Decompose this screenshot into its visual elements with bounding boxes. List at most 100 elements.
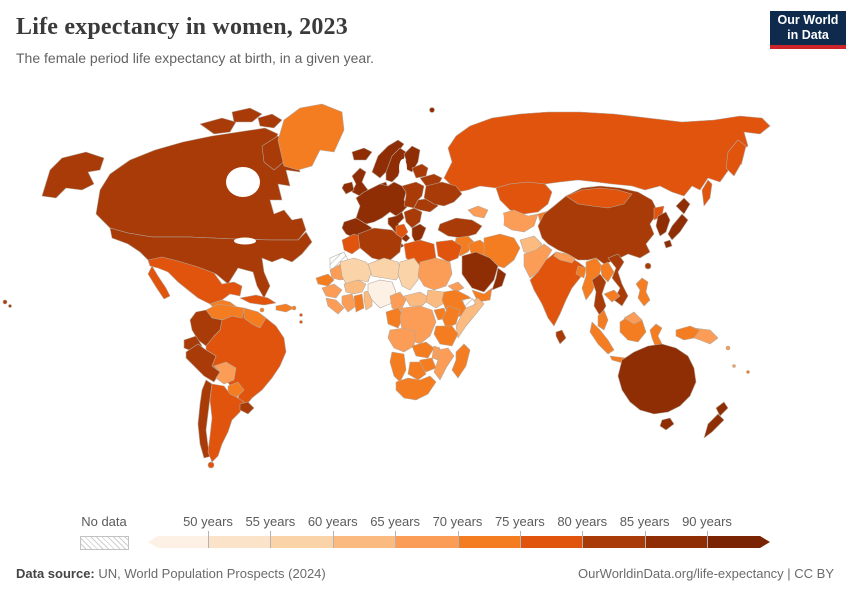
region-south-sudan[interactable] — [425, 289, 447, 309]
region-somalia[interactable] — [455, 297, 485, 339]
region-argentina[interactable] — [207, 383, 245, 463]
region-lesser-antilles[interactable] — [299, 313, 303, 317]
legend-bin-b3[interactable] — [270, 536, 333, 548]
region-south-africa[interactable] — [395, 375, 437, 401]
region-australia[interactable] — [617, 343, 697, 415]
region-india[interactable] — [529, 251, 587, 327]
region-hawaii[interactable] — [8, 304, 12, 308]
region-mexico[interactable] — [147, 256, 243, 305]
region-hispaniola[interactable] — [275, 303, 295, 313]
region-kamchatka[interactable] — [725, 139, 747, 177]
region-vietnam[interactable] — [607, 253, 629, 307]
region-niger[interactable] — [367, 257, 403, 281]
region-cambodia[interactable] — [603, 289, 621, 303]
region-alaska[interactable] — [41, 151, 105, 199]
region-sulawesi[interactable] — [649, 323, 663, 349]
region-russia[interactable] — [443, 111, 771, 197]
region-iceland[interactable] — [351, 147, 373, 161]
region-botswana[interactable] — [407, 361, 427, 381]
region-arctic-island[interactable] — [231, 107, 263, 123]
region-cameroon[interactable] — [389, 291, 407, 313]
region-svalbard[interactable] — [429, 107, 435, 113]
region-arctic-island[interactable] — [199, 117, 237, 135]
region-laos[interactable] — [599, 261, 615, 283]
region-caucasus[interactable] — [467, 205, 489, 219]
region-sumatra[interactable] — [589, 321, 615, 355]
owid-logo[interactable]: Our World in Data — [770, 11, 846, 49]
region-madagascar[interactable] — [451, 343, 471, 379]
region-philippines[interactable] — [635, 277, 651, 307]
legend-nodata-swatch[interactable] — [80, 536, 129, 550]
footer-link[interactable]: OurWorldinData.org/life-expectancy | CC … — [577, 566, 834, 581]
region-somaliland[interactable] — [461, 297, 477, 309]
region-angola[interactable] — [387, 327, 417, 353]
legend-bin-b8[interactable] — [582, 536, 645, 548]
region-baltics[interactable] — [411, 163, 429, 179]
region-norway[interactable] — [371, 139, 405, 179]
region-mali[interactable] — [339, 257, 373, 285]
region-mozambique[interactable] — [433, 347, 455, 381]
region-senegal[interactable] — [315, 273, 335, 287]
region-mongolia[interactable] — [565, 187, 633, 209]
region-uruguay[interactable] — [239, 401, 255, 415]
legend-bin-b7[interactable] — [519, 536, 583, 548]
region-lesser-antilles[interactable] — [299, 320, 303, 324]
region-guinea[interactable] — [321, 283, 343, 299]
region-solomon-islands[interactable] — [725, 345, 731, 351]
region-namibia[interactable] — [389, 351, 407, 383]
region-sierra-leone-liberia[interactable] — [325, 297, 345, 315]
region-chad[interactable] — [397, 257, 421, 291]
region-cuba[interactable] — [239, 294, 277, 306]
region-hawaii[interactable] — [2, 299, 8, 305]
region-china[interactable] — [537, 185, 659, 265]
region-tanzania[interactable] — [433, 325, 459, 347]
region-arctic-island[interactable] — [257, 113, 283, 129]
region-burkina-faso[interactable] — [343, 279, 367, 295]
region-central-african-republic[interactable] — [403, 291, 431, 307]
region-papua-new-guinea[interactable] — [693, 327, 719, 345]
legend-bin-b6[interactable] — [457, 536, 520, 548]
region-turkey[interactable] — [437, 217, 483, 239]
region-zambia[interactable] — [411, 341, 435, 359]
region-saudi-arabia[interactable] — [461, 251, 499, 293]
region-myanmar[interactable] — [581, 257, 603, 301]
region-malaysia[interactable] — [597, 309, 609, 331]
region-greenland[interactable] — [277, 103, 345, 171]
region-jamaica[interactable] — [259, 307, 265, 313]
legend-bin-b5[interactable] — [395, 536, 458, 548]
region-colombia[interactable] — [189, 309, 223, 347]
region-bangladesh[interactable] — [575, 265, 587, 279]
region-kazakhstan[interactable] — [495, 181, 553, 215]
legend-bin-b9[interactable] — [644, 536, 707, 548]
region-belarus[interactable] — [419, 173, 443, 187]
region-south-korea[interactable] — [655, 211, 671, 237]
region-ukraine[interactable] — [423, 181, 463, 207]
region-japan[interactable] — [663, 197, 691, 249]
region-thailand[interactable] — [591, 273, 607, 317]
region-eritrea[interactable] — [447, 281, 465, 293]
region-algeria[interactable] — [357, 227, 403, 263]
region-vanuatu[interactable] — [732, 364, 736, 368]
region-guianas[interactable] — [243, 307, 267, 329]
region-tunisia[interactable] — [395, 223, 409, 239]
region-oman[interactable] — [491, 267, 507, 291]
region-taiwan[interactable] — [644, 262, 652, 270]
region-greece[interactable] — [411, 223, 427, 245]
region-tierra-del-fuego[interactable] — [207, 461, 215, 469]
region-nigeria[interactable] — [367, 279, 397, 309]
region-tasmania[interactable] — [659, 417, 675, 431]
legend-bin-b4[interactable] — [332, 536, 396, 548]
region-sakhalin[interactable] — [701, 179, 713, 207]
region-fiji[interactable] — [746, 370, 750, 374]
region-egypt[interactable] — [435, 239, 463, 263]
region-sudan[interactable] — [417, 257, 453, 291]
region-ghana[interactable] — [353, 293, 365, 313]
region-sri-lanka[interactable] — [555, 329, 567, 345]
region-ivory-coast[interactable] — [341, 293, 357, 313]
region-puerto-rico[interactable] — [291, 305, 297, 311]
region-ireland[interactable] — [341, 181, 355, 195]
legend-bin-b10[interactable] — [707, 536, 770, 548]
legend-bin-b1[interactable] — [148, 536, 208, 548]
region-new-zealand[interactable] — [703, 401, 729, 439]
region-bolivia[interactable] — [213, 361, 237, 385]
